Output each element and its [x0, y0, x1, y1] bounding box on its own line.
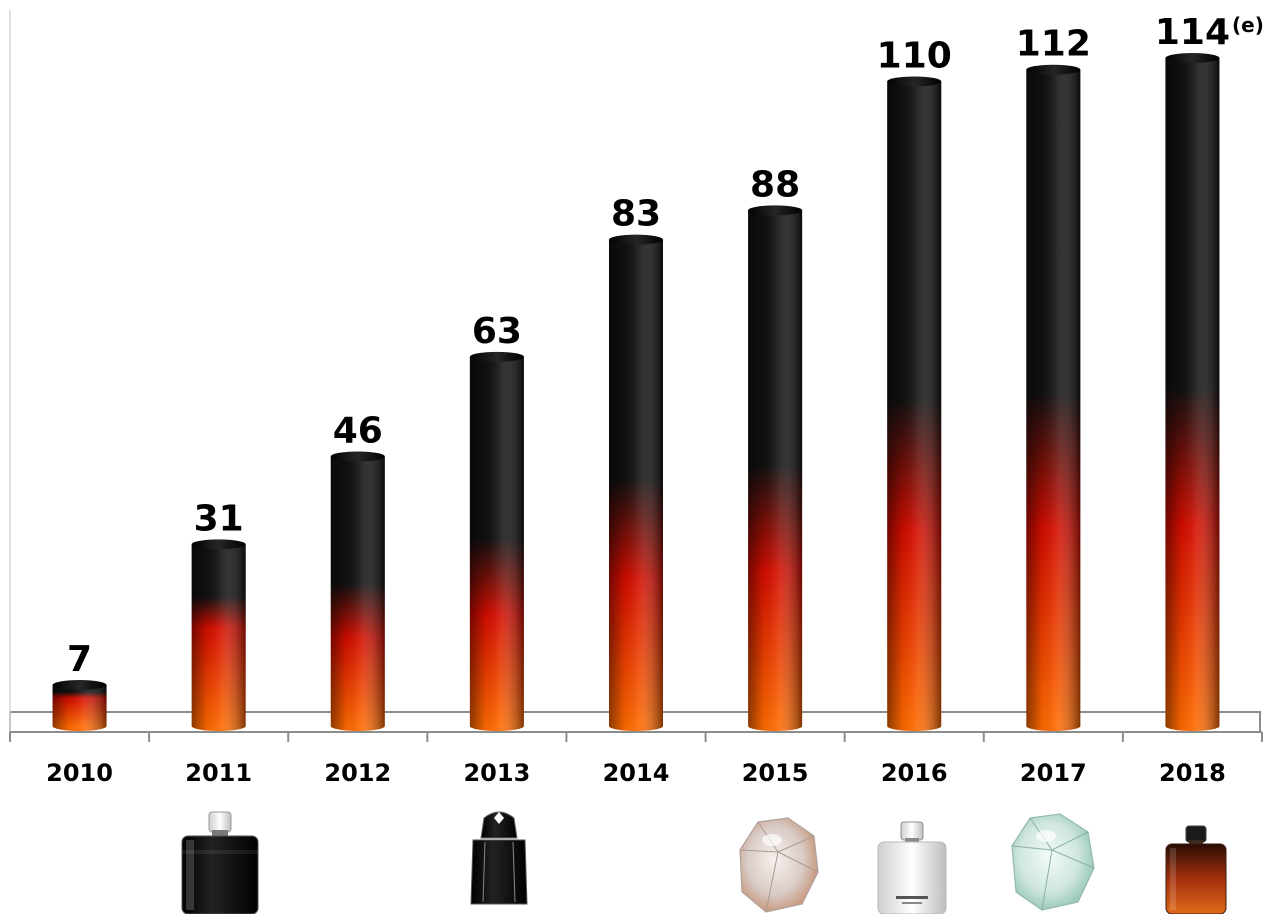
value-label-2012: 46 — [333, 410, 383, 451]
legend-spirit-white-bottle-icon — [877, 821, 947, 914]
bar-2018 — [1165, 53, 1220, 731]
bar-cap — [469, 351, 524, 362]
bar-shading — [609, 239, 663, 732]
x-tick-label-2013: 2013 — [463, 759, 530, 787]
x-tick-label-2012: 2012 — [324, 759, 391, 787]
value-label-2016: 110 — [877, 35, 952, 76]
value-label-2010: 7 — [67, 639, 92, 680]
bar-2013 — [469, 351, 524, 731]
bar-shading — [330, 456, 385, 731]
bar-2015 — [748, 205, 803, 731]
x-tick-label-2011: 2011 — [185, 759, 252, 787]
bar-2010 — [52, 679, 107, 731]
bar-2016 — [887, 76, 942, 731]
bar-cap — [748, 205, 803, 216]
bar-2012 — [330, 451, 385, 731]
lady-emblem-aqua-bottle-icon — [1011, 813, 1095, 911]
bar-cap — [1165, 53, 1220, 63]
bar-cap — [609, 234, 663, 245]
x-tick-label-2010: 2010 — [46, 759, 113, 787]
bar-shading — [469, 356, 524, 731]
bar-shading — [887, 81, 942, 731]
x-tick-label-2016: 2016 — [881, 759, 948, 787]
x-axis-ticks — [9, 732, 1263, 742]
bar-shading — [1026, 69, 1081, 731]
x-tick-label-2015: 2015 — [742, 759, 809, 787]
emblem-bottle-black-icon — [470, 811, 528, 905]
estimate-annotation: (e) — [1232, 13, 1264, 37]
bar-shading — [191, 544, 246, 731]
legend-night-amber-bottle-icon — [1165, 825, 1227, 914]
value-label-2018: 114 — [1155, 12, 1230, 53]
x-tick-label-2018: 2018 — [1159, 759, 1226, 787]
bar-cap — [887, 76, 942, 87]
bar-cap — [191, 539, 246, 550]
bar-2017 — [1026, 64, 1081, 731]
x-tick-label-2017: 2017 — [1020, 759, 1087, 787]
value-label-2015: 88 — [750, 164, 800, 205]
bar-shading — [1165, 58, 1220, 731]
lady-emblem-rose-bottle-icon — [739, 817, 819, 913]
bar-shading — [52, 684, 107, 731]
bar-cap — [1026, 64, 1081, 75]
bar-shading — [748, 210, 803, 731]
value-label-2011: 31 — [194, 498, 244, 539]
value-labels: 7 31 46 63 83 88 110 112 114 (e) — [67, 12, 1264, 680]
x-axis-tick-labels: 2010 2011 2012 2013 2014 2015 2016 2017 2018 — [46, 759, 1226, 787]
x-tick-label-2014: 2014 — [603, 759, 670, 787]
bar-2014 — [609, 234, 663, 732]
bar-cap — [330, 451, 385, 462]
legend-bottle-black-icon — [181, 811, 259, 914]
value-label-2013: 63 — [472, 311, 522, 352]
bar-cap — [52, 679, 107, 690]
bar-2011 — [191, 539, 246, 731]
bars — [52, 53, 1220, 732]
product-images — [181, 811, 1227, 914]
value-label-2014: 83 — [611, 194, 661, 235]
value-label-2017: 112 — [1016, 24, 1091, 65]
